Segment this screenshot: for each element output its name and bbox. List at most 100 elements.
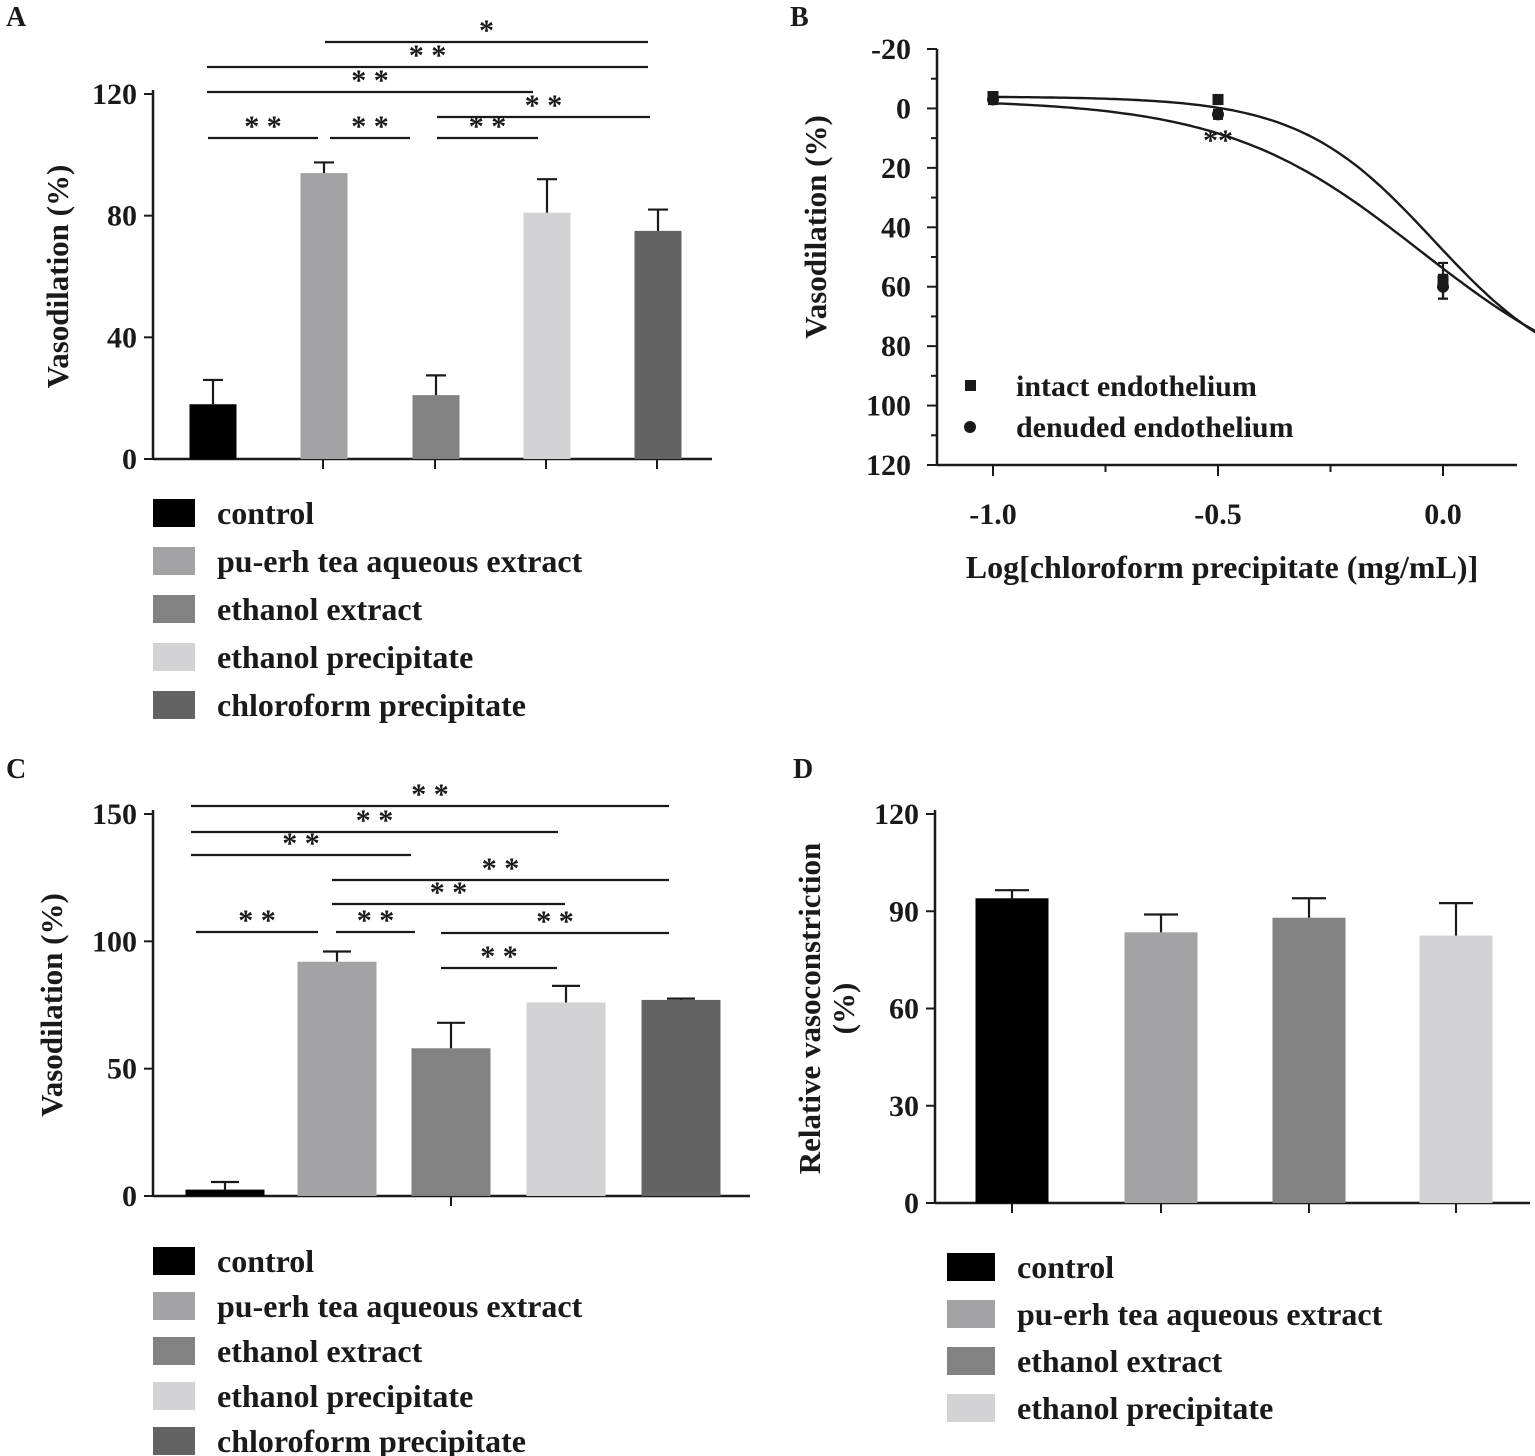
panel-c-legend-swatch-4 [153,1427,195,1455]
panel-b-x-axis-label: Log[chloroform precipitate (mg/mL)] [966,549,1478,585]
panel-d-bar-2 [1272,917,1346,1203]
panel-d-legend-label-2: ethanol extract [1017,1343,1223,1379]
panel-d-legend-swatch-3 [947,1394,995,1422]
panel-b-y-tick-label: 0 [896,92,911,125]
panel-a-legend-label-2: ethanol extract [217,591,423,627]
panel-c-legend-swatch-3 [153,1382,195,1410]
panel-b-point-circle [1437,280,1449,293]
panel-a-legend-label-0: control [217,495,314,531]
panel-a-significance-label: * * [469,110,507,143]
panel-d-y-tick-label: 60 [889,993,919,1026]
panel-b-y-tick-label: 120 [866,449,911,482]
panel-b-legend-marker-0 [965,380,976,391]
panel-b-legend-marker-1 [964,421,976,433]
panel-a-y-tick-label: 40 [107,321,137,354]
panel-c-legend-label-4: chloroform precipitate [217,1423,526,1456]
panel-c-legend-swatch-0 [153,1247,195,1275]
panel-a-chart: 0 40 80 120 Vasodilation (%) * * * * * * * * * * *… [40,14,712,723]
panel-c-y-tick-label: 0 [122,1180,137,1213]
panel-d-bar-1 [1124,932,1198,1203]
panel-a-y-tick-label: 120 [92,78,137,111]
panel-d-bar-3 [1419,935,1493,1203]
panel-c-significance-label: * * [482,852,520,885]
panel-d-y-tick-label: 90 [889,895,919,928]
panel-label-a: A [6,2,27,33]
panel-c-legend-swatch-2 [153,1337,195,1365]
panel-c-bar-3 [526,1002,606,1196]
panel-b-legend-label-1: denuded endothelium [1016,411,1294,444]
panel-label-b: B [790,2,809,33]
panel-c-legend-label-3: ethanol precipitate [217,1378,473,1414]
panel-c-chart: 0 50 100 150 Vasodilation (%) * * * * * * * * * *… [34,778,750,1456]
panel-a-legend-label-4: chloroform precipitate [217,687,526,723]
panel-c-legend-label-0: control [217,1243,314,1279]
panel-a-legend-label-3: ethanol precipitate [217,639,473,675]
panel-c-legend-label-2: ethanol extract [217,1333,423,1369]
panel-d-legend-swatch-2 [947,1347,995,1375]
panel-a-significance-label: * * [525,89,563,122]
panel-d-legend-swatch-0 [947,1253,995,1281]
panel-c-significance-label: * * [536,905,574,938]
panel-d-y-tick-label: 120 [874,798,919,831]
panel-a-bar-0 [189,404,237,459]
panel-a-bar-1 [300,173,348,460]
panel-label-d: D [793,754,813,785]
panel-a-legend-swatch-1 [153,547,195,575]
panel-b-y-tick-label: 20 [881,152,911,185]
panel-a-legend-swatch-0 [153,499,195,527]
panel-d-y-tick-label: 30 [889,1090,919,1123]
panel-c-y-tick-label: 100 [92,925,137,958]
panel-a-significance-label: * * [351,110,389,143]
panel-c-significance-label: * * [430,876,468,909]
panel-a-legend-swatch-2 [153,595,195,623]
panel-b-fit-curve-0 [993,95,1535,334]
panel-b-y-axis-label: Vasodilation (%) [798,115,833,339]
panel-c-significance-label: * * [411,778,449,811]
panel-c-legend-swatch-1 [153,1292,195,1320]
panel-b-y-tick-label: -20 [871,33,911,66]
panel-b-x-tick-label: 0.0 [1424,498,1462,531]
panel-c-y-axis-label: Vasodilation (%) [34,893,69,1117]
panel-b-fit-curve-1 [992,102,1535,333]
panel-b-significance-label: ** [1203,124,1233,157]
panel-a-y-tick-label: 80 [107,200,137,233]
panel-a-bar-2 [412,395,460,459]
panel-label-c: C [6,754,26,785]
panel-a-legend-swatch-3 [153,643,195,671]
panel-b-chart: -20020406080100120-1.0-0.50.00.51.0Log[c… [798,33,1535,585]
panel-d-chart: 0 30 60 90 120 Relative vasoconstriction (%) co… [792,798,1530,1426]
panel-b-y-tick-label: 40 [881,211,911,244]
panel-d-legend-label-3: ethanol precipitate [1017,1390,1273,1426]
panel-c-bar-0 [185,1189,265,1196]
panel-b-y-tick-label: 80 [881,330,911,363]
panel-c-significance-label: * * [480,940,518,973]
panel-b-point-square [1212,94,1224,106]
panel-c-significance-label: * * [356,804,394,837]
panel-b-legend-label-0: intact endothelium [1016,370,1257,403]
panel-c-significance-label: * * [238,904,276,937]
panel-a-significance-label: * * [244,110,282,143]
panel-c-legend-label-1: pu-erh tea aqueous extract [217,1288,583,1324]
panel-a-y-axis-label: Vasodilation (%) [40,165,75,389]
panel-a-legend-label-1: pu-erh tea aqueous extract [217,543,583,579]
panel-a-significance-label: * [479,14,494,47]
panel-c-bar-4 [641,999,721,1196]
panel-a-bar-3 [523,212,571,459]
panel-b-point-circle [1212,108,1224,121]
panel-c-significance-label: * * [357,904,395,937]
panel-c-bar-2 [411,1048,491,1196]
panel-d-legend-label-1: pu-erh tea aqueous extract [1017,1296,1383,1332]
panel-a-significance-label: * * [409,39,447,72]
panel-c-y-tick-label: 150 [92,798,137,831]
panel-d-y-axis-label: Relative vasoconstriction [792,843,827,1174]
panel-a-legend-swatch-4 [153,691,195,719]
panel-a-bar-4 [634,230,682,459]
panel-c-y-tick-label: 50 [107,1053,137,1086]
panel-a-significance-label: * * [351,64,389,97]
panel-c-bar-1 [297,961,377,1196]
panel-b-x-tick-label: -1.0 [969,498,1017,531]
panel-b-y-tick-label: 60 [881,271,911,304]
panel-b-y-tick-label: 100 [866,390,911,423]
panel-d-y-axis-label: (%) [826,983,861,1035]
